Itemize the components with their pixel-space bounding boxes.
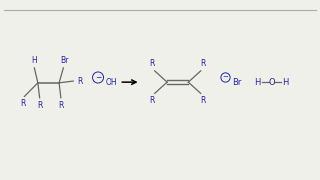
Text: R: R xyxy=(77,76,82,86)
Text: −: − xyxy=(222,75,228,80)
Text: R: R xyxy=(37,102,42,111)
Text: R: R xyxy=(149,96,155,105)
Text: H: H xyxy=(31,56,37,65)
Text: R: R xyxy=(20,99,25,108)
Text: H: H xyxy=(254,78,260,87)
Text: R: R xyxy=(201,59,206,68)
Text: Br: Br xyxy=(233,78,242,87)
Text: O: O xyxy=(268,78,275,87)
Text: Br: Br xyxy=(60,56,68,65)
Text: R: R xyxy=(58,102,64,111)
Text: OH: OH xyxy=(106,78,117,87)
Text: −: − xyxy=(95,73,101,82)
Text: R: R xyxy=(201,96,206,105)
Text: H: H xyxy=(283,78,289,87)
Text: R: R xyxy=(149,59,155,68)
